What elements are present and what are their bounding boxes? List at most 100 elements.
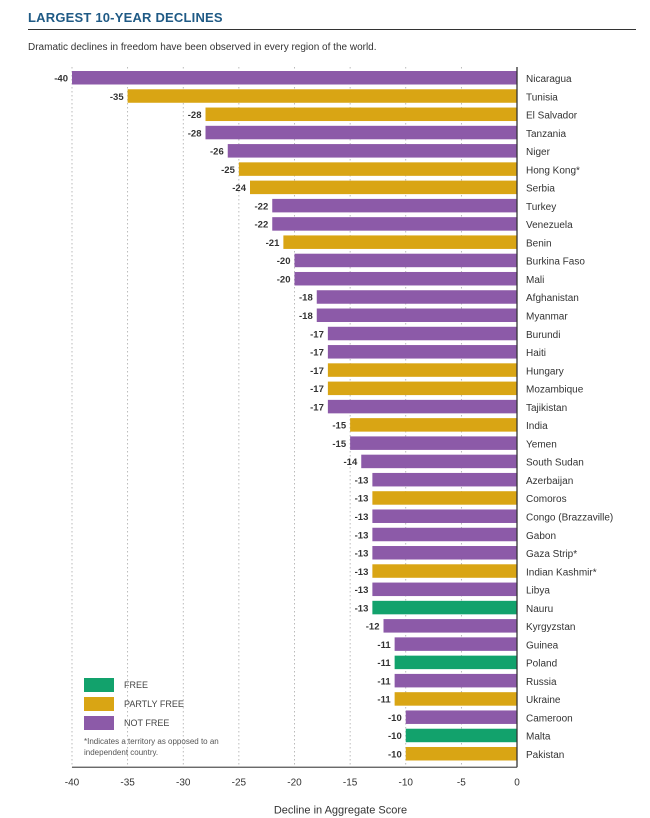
category-label: Afghanistan — [526, 293, 579, 304]
legend-label-not-free: NOT FREE — [124, 718, 170, 728]
bar — [327, 363, 517, 377]
category-label: Hong Kong* — [526, 165, 580, 176]
category-label: Haiti — [526, 348, 546, 359]
footnote: *Indicates a territory as opposed to an … — [84, 737, 219, 757]
legend-swatch-partly-free — [84, 697, 114, 711]
category-label: El Salvador — [526, 111, 578, 122]
bar — [405, 728, 517, 743]
data-label: -20 — [277, 256, 291, 267]
bar — [327, 326, 517, 341]
bar — [205, 107, 517, 122]
category-label: Libya — [526, 586, 550, 597]
bar — [372, 527, 517, 542]
category-label: Nauru — [526, 604, 553, 615]
legend-label-free: FREE — [124, 680, 149, 690]
category-label: Burkina Faso — [526, 257, 585, 268]
data-label: -18 — [299, 293, 313, 304]
bar — [372, 564, 517, 578]
legend-item-partly-free: PARTLY FREE — [84, 695, 184, 713]
bar — [283, 235, 517, 249]
x-tick-label: -15 — [343, 777, 358, 788]
x-tick-label: 0 — [514, 777, 520, 788]
bar — [205, 125, 517, 140]
category-label: Gaza Strip* — [526, 549, 577, 560]
bar — [350, 418, 517, 432]
data-label: -22 — [255, 220, 269, 231]
x-tick-label: -10 — [399, 777, 414, 788]
bar — [394, 637, 517, 651]
legend-swatch-not-free — [84, 716, 114, 730]
bar — [250, 180, 517, 195]
category-label: Tajikistan — [526, 403, 567, 414]
data-label: -13 — [355, 494, 369, 505]
legend: FREE PARTLY FREE NOT FREE — [84, 676, 184, 733]
data-label: -17 — [310, 366, 324, 377]
category-label: Pakistan — [526, 750, 564, 761]
data-label: -10 — [388, 713, 402, 724]
bar — [372, 472, 517, 487]
data-label: -12 — [366, 622, 380, 633]
bar — [127, 89, 517, 103]
bar — [238, 162, 517, 176]
data-label: -17 — [310, 329, 324, 340]
data-label: -13 — [355, 475, 369, 486]
data-label: -15 — [332, 421, 346, 432]
x-axis-label: Decline in Aggregate Score — [274, 804, 407, 816]
data-label: -11 — [377, 658, 391, 669]
category-label: Ukraine — [526, 695, 561, 706]
data-label: -28 — [188, 110, 202, 121]
bar — [72, 71, 517, 85]
bar — [394, 692, 517, 706]
bar — [383, 619, 517, 633]
data-label: -26 — [210, 147, 224, 158]
x-tick-label: -40 — [65, 777, 80, 788]
legend-swatch-free — [84, 678, 114, 692]
legend-item-free: FREE — [84, 676, 184, 694]
bar — [394, 655, 517, 670]
title-rule — [28, 29, 636, 30]
data-label: -13 — [355, 512, 369, 523]
data-label: -21 — [266, 238, 280, 249]
bar — [394, 673, 517, 688]
chart-subtitle: Dramatic declines in freedom have been o… — [28, 42, 377, 53]
data-label: -22 — [255, 201, 269, 212]
category-label: Serbia — [526, 184, 555, 195]
bar — [372, 509, 517, 523]
category-label: Tunisia — [526, 92, 558, 103]
data-label: -13 — [355, 549, 369, 560]
bar — [405, 746, 517, 761]
bar — [227, 144, 517, 158]
data-label: -11 — [377, 640, 391, 651]
data-label: -10 — [388, 731, 402, 742]
bar — [372, 600, 517, 615]
bar — [272, 217, 517, 231]
bar — [294, 253, 517, 268]
bar — [405, 710, 517, 724]
data-label: -14 — [344, 457, 358, 468]
bar — [372, 582, 517, 597]
bar — [372, 491, 517, 505]
data-label: -20 — [277, 274, 291, 285]
data-label: -15 — [332, 439, 346, 450]
category-label: Burundi — [526, 330, 560, 341]
category-label: Indian Kashmir* — [526, 567, 597, 578]
category-label: India — [526, 421, 548, 432]
category-label: Myanmar — [526, 312, 568, 323]
category-label: Azerbaijan — [526, 476, 573, 487]
chart-title: LARGEST 10-YEAR DECLINES — [28, 10, 223, 25]
data-label: -11 — [377, 676, 391, 687]
data-label: -24 — [232, 183, 246, 194]
category-label: Turkey — [526, 202, 556, 213]
bar — [316, 290, 517, 304]
bar — [294, 271, 517, 286]
data-label: -40 — [54, 74, 68, 85]
category-label: Malta — [526, 732, 551, 743]
data-label: -10 — [388, 749, 402, 760]
x-tick-label: -20 — [287, 777, 302, 788]
data-label: -17 — [310, 402, 324, 413]
category-label: Congo (Brazzaville) — [526, 512, 613, 523]
category-label: Mali — [526, 275, 544, 286]
bar — [372, 546, 517, 560]
bar — [361, 454, 517, 469]
